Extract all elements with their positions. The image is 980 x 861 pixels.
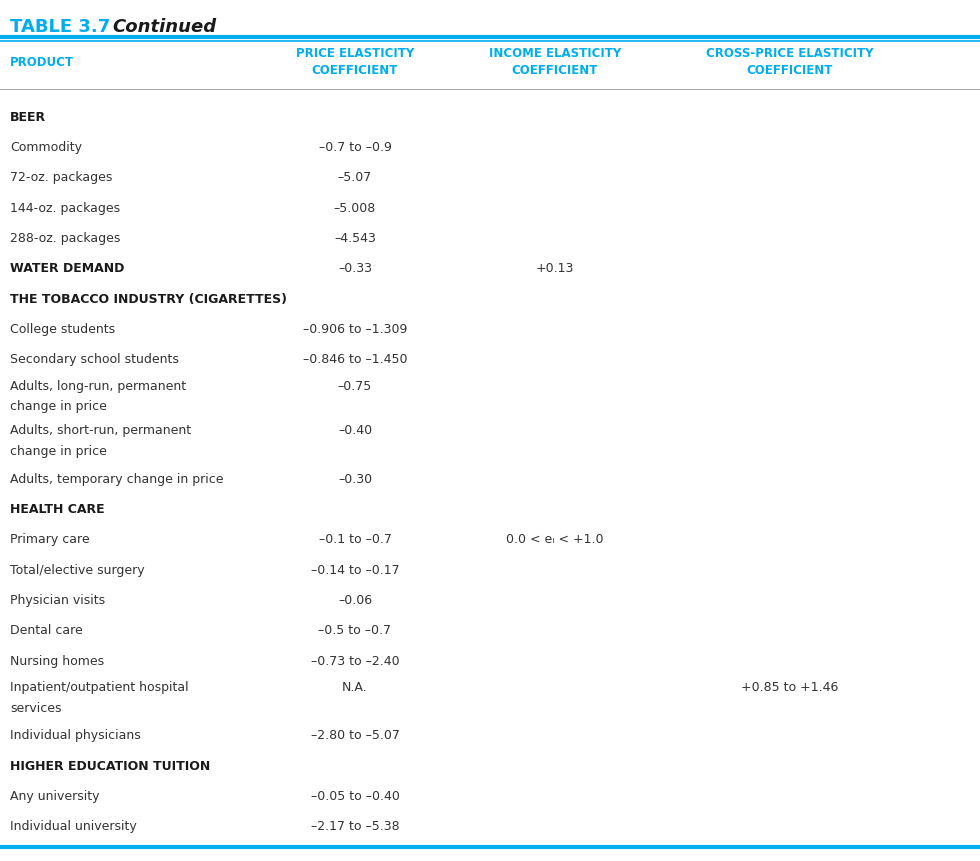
Text: 288-oz. packages: 288-oz. packages [10,232,121,245]
Text: –2.80 to –5.07: –2.80 to –5.07 [311,728,400,741]
Text: +0.85 to +1.46: +0.85 to +1.46 [741,680,839,693]
Text: –4.543: –4.543 [334,232,376,245]
Text: Inpatient/outpatient hospital: Inpatient/outpatient hospital [10,680,188,693]
Text: Continued: Continued [112,18,217,36]
Text: –0.75: –0.75 [338,379,372,392]
Text: HIGHER EDUCATION TUITION: HIGHER EDUCATION TUITION [10,759,211,771]
Text: HEALTH CARE: HEALTH CARE [10,502,105,515]
Text: PRODUCT: PRODUCT [10,55,74,68]
Text: Dental care: Dental care [10,623,82,636]
Text: PRICE ELASTICITY
COEFFICIENT: PRICE ELASTICITY COEFFICIENT [296,47,415,77]
Text: CROSS-PRICE ELASTICITY
COEFFICIENT: CROSS-PRICE ELASTICITY COEFFICIENT [707,47,874,77]
Text: –0.1 to –0.7: –0.1 to –0.7 [318,533,391,546]
Text: TABLE 3.7: TABLE 3.7 [10,18,110,36]
Text: –0.14 to –0.17: –0.14 to –0.17 [311,563,399,576]
Text: –0.30: –0.30 [338,472,372,485]
Text: Any university: Any university [10,789,100,802]
Text: N.A.: N.A. [342,680,368,693]
Text: –2.17 to –5.38: –2.17 to –5.38 [311,820,399,833]
Text: THE TOBACCO INDUSTRY (CIGARETTES): THE TOBACCO INDUSTRY (CIGARETTES) [10,292,287,306]
Text: –0.73 to –2.40: –0.73 to –2.40 [311,653,399,666]
Text: Total/elective surgery: Total/elective surgery [10,563,145,576]
Text: –0.33: –0.33 [338,262,372,275]
Text: –0.906 to –1.309: –0.906 to –1.309 [303,323,407,336]
Text: services: services [10,701,62,714]
Text: WATER DEMAND: WATER DEMAND [10,262,124,275]
Text: 0.0 < eᵢ < +1.0: 0.0 < eᵢ < +1.0 [507,533,604,546]
Text: –0.7 to –0.9: –0.7 to –0.9 [318,141,391,154]
Text: College students: College students [10,323,115,336]
Text: Adults, short-run, permanent: Adults, short-run, permanent [10,424,191,437]
Text: change in price: change in price [10,444,107,457]
Text: –0.05 to –0.40: –0.05 to –0.40 [311,789,400,802]
Text: –0.06: –0.06 [338,593,372,606]
Text: Secondary school students: Secondary school students [10,353,179,366]
Text: –5.008: –5.008 [334,201,376,214]
Text: INCOME ELASTICITY
COEFFICIENT: INCOME ELASTICITY COEFFICIENT [489,47,621,77]
Text: 72-oz. packages: 72-oz. packages [10,171,113,184]
Text: Individual university: Individual university [10,820,137,833]
Text: BEER: BEER [10,110,46,123]
Text: –0.40: –0.40 [338,424,372,437]
Text: Commodity: Commodity [10,141,82,154]
Text: Primary care: Primary care [10,533,89,546]
Text: –5.07: –5.07 [338,171,372,184]
Text: change in price: change in price [10,400,107,413]
Text: Adults, temporary change in price: Adults, temporary change in price [10,472,223,485]
Text: Individual physicians: Individual physicians [10,728,141,741]
Text: Adults, long-run, permanent: Adults, long-run, permanent [10,379,186,392]
Text: –0.846 to –1.450: –0.846 to –1.450 [303,353,408,366]
Text: Nursing homes: Nursing homes [10,653,104,666]
Text: Physician visits: Physician visits [10,593,105,606]
Text: 144-oz. packages: 144-oz. packages [10,201,121,214]
Text: +0.13: +0.13 [536,262,574,275]
Text: –0.5 to –0.7: –0.5 to –0.7 [318,623,391,636]
